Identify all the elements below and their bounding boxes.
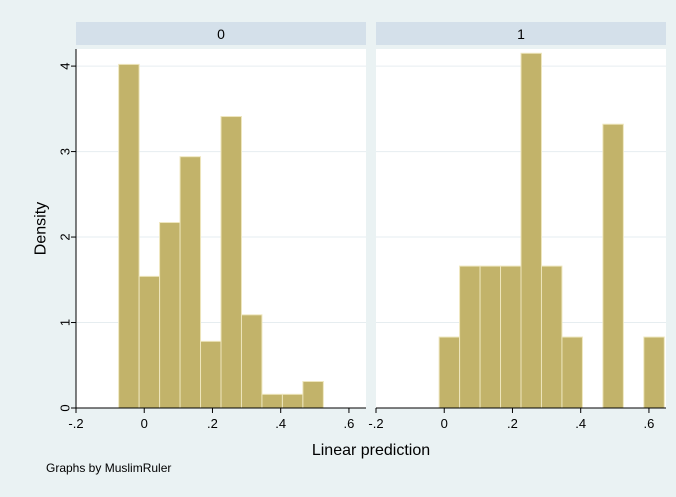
histogram-bar: [240, 314, 263, 409]
histogram-bar: [261, 393, 283, 409]
histogram-bar: [200, 340, 222, 409]
histogram-bar: [520, 52, 542, 409]
x-tick-label: .2: [207, 416, 218, 431]
x-tick-label: .4: [575, 416, 586, 431]
graphs-by-note: Graphs by MuslimRuler: [46, 461, 171, 475]
histogram-bar: [643, 336, 665, 409]
panel-strip: [76, 22, 366, 45]
x-tick-label: -.2: [368, 416, 383, 431]
x-axis-title: Linear prediction: [312, 442, 430, 459]
histogram-bar: [159, 222, 181, 409]
histogram-bar: [602, 123, 624, 409]
y-tick-label: 3: [58, 148, 73, 155]
x-tick-label: -.2: [68, 416, 83, 431]
y-tick-label: 4: [58, 62, 73, 69]
histogram-bar: [302, 381, 324, 409]
panel-label: 0: [217, 26, 225, 42]
histogram-bar: [118, 63, 140, 409]
histogram-bar: [500, 265, 522, 409]
histogram-bar: [220, 116, 242, 409]
x-tick-label: .6: [344, 416, 355, 431]
x-tick-label: .2: [507, 416, 518, 431]
y-tick-label: 1: [58, 319, 73, 326]
histogram-bar: [459, 265, 481, 409]
histogram-bar: [438, 336, 461, 409]
histogram-bar: [138, 275, 161, 409]
y-axis-title: Density: [33, 202, 50, 255]
histogram-bar: [179, 156, 202, 409]
x-tick-label: 0: [141, 416, 148, 431]
x-tick-label: .6: [644, 416, 655, 431]
histogram-bar: [540, 265, 563, 409]
panel-label: 1: [517, 26, 525, 42]
x-tick-label: 0: [441, 416, 448, 431]
panel-strip: [376, 22, 666, 45]
y-tick-label: 2: [58, 233, 73, 240]
histogram-bar: [479, 265, 502, 409]
x-tick-label: .4: [275, 416, 286, 431]
y-tick-label: 0: [58, 404, 73, 411]
histogram-bar: [561, 336, 583, 409]
histogram-bar: [281, 393, 304, 409]
